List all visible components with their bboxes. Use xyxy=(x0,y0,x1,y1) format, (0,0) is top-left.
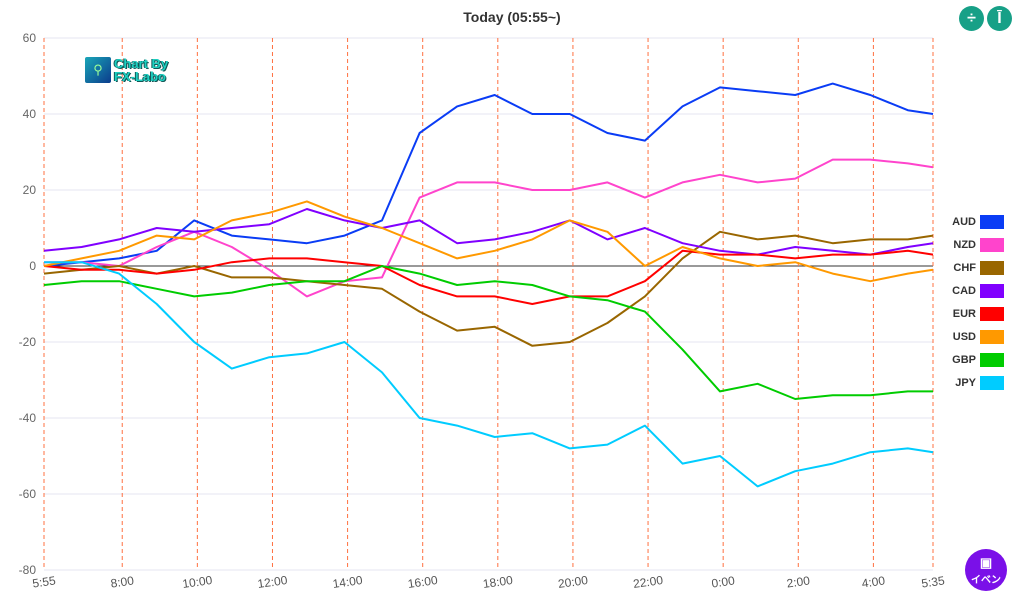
logo: ⚲ Chart By FX-Labo xyxy=(85,57,168,83)
legend-swatch xyxy=(980,214,1004,229)
event-button-label: イベン xyxy=(971,574,1001,586)
legend-label: USD xyxy=(952,330,976,343)
series-line-usd xyxy=(43,200,934,283)
legend-swatch xyxy=(980,306,1004,321)
x-tick-label: 2:00 xyxy=(786,573,811,590)
x-tick-label: 18:00 xyxy=(482,573,514,591)
series-line-chf xyxy=(43,230,934,347)
legend-item-gbp[interactable]: GBP xyxy=(946,348,1004,371)
x-tick-label: 5:35 xyxy=(920,573,945,590)
legend-label: EUR xyxy=(952,307,976,320)
y-tick-label: -80 xyxy=(19,563,37,577)
legend-item-chf[interactable]: CHF xyxy=(946,256,1004,279)
legend-label: GBP xyxy=(952,353,976,366)
legend-swatch xyxy=(980,237,1004,252)
legend-swatch xyxy=(980,283,1004,298)
y-tick-label: -60 xyxy=(19,487,37,501)
legend-swatch xyxy=(980,260,1004,275)
series-line-gbp xyxy=(43,265,933,400)
fit-height-icon: Ī xyxy=(997,9,1002,27)
legend: AUD NZD CHF CAD EUR USD GBP JPY xyxy=(946,210,1004,394)
series-line-nzd xyxy=(44,158,934,298)
x-tick-label: 4:00 xyxy=(861,573,886,590)
logo-line1: Chart By xyxy=(114,56,169,71)
series-line-jpy xyxy=(44,261,934,488)
x-tick-label: 10:00 xyxy=(182,573,214,591)
chart-title: Today (05:55~) xyxy=(463,9,561,25)
y-tick-label: -40 xyxy=(19,411,37,425)
series-line-aud xyxy=(43,82,934,267)
legend-label: CHF xyxy=(953,261,976,274)
x-tick-label: 0:00 xyxy=(711,573,736,590)
event-button[interactable]: ▣ イベン xyxy=(965,549,1007,591)
x-tick-label: 22:00 xyxy=(632,573,664,591)
y-tick-label: -20 xyxy=(19,335,37,349)
y-tick-label: 0 xyxy=(29,259,36,273)
calendar-icon: ▣ xyxy=(979,554,993,570)
y-tick-label: 40 xyxy=(23,107,37,121)
series-line-cad xyxy=(43,208,934,256)
x-tick-label: 5:55 xyxy=(31,573,56,590)
legend-item-eur[interactable]: EUR xyxy=(946,302,1004,325)
split-view-button[interactable]: ÷ xyxy=(959,6,984,31)
legend-label: CAD xyxy=(952,284,976,297)
legend-swatch xyxy=(980,329,1004,344)
x-tick-label: 14:00 xyxy=(332,573,364,591)
legend-label: AUD xyxy=(952,215,976,228)
divide-icon: ÷ xyxy=(967,9,976,27)
legend-item-aud[interactable]: AUD xyxy=(946,210,1004,233)
y-tick-label: 20 xyxy=(23,183,37,197)
legend-label: NZD xyxy=(953,238,976,251)
legend-item-jpy[interactable]: JPY xyxy=(946,371,1004,394)
legend-item-usd[interactable]: USD xyxy=(946,325,1004,348)
magnifier-chart-icon: ⚲ xyxy=(85,57,111,83)
legend-swatch xyxy=(980,352,1004,367)
legend-label: JPY xyxy=(955,376,976,389)
x-tick-label: 12:00 xyxy=(257,573,289,591)
x-tick-label: 16:00 xyxy=(407,573,439,591)
y-tick-label: 60 xyxy=(23,31,37,45)
legend-item-cad[interactable]: CAD xyxy=(946,279,1004,302)
x-tick-label: 8:00 xyxy=(110,573,135,590)
series-line-eur xyxy=(43,249,934,305)
fit-height-button[interactable]: Ī xyxy=(987,6,1012,31)
logo-line2: FX-Labo xyxy=(114,69,166,84)
legend-item-nzd[interactable]: NZD xyxy=(946,233,1004,256)
x-tick-label: 20:00 xyxy=(557,573,589,591)
legend-swatch xyxy=(980,375,1004,390)
